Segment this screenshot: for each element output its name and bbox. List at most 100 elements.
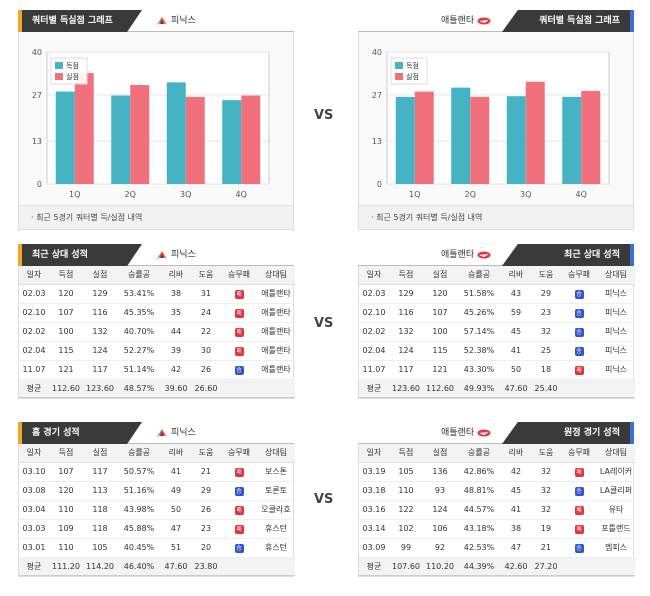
- left-chart-team: 피닉스: [156, 14, 196, 28]
- table-cell: 120: [49, 284, 83, 304]
- table-cell: 99: [389, 538, 423, 558]
- hawks-logo-icon: [477, 250, 491, 260]
- average-cell: [561, 557, 597, 576]
- right-recent-title: 최근 상대 성적: [502, 244, 634, 266]
- average-cell: 112.60: [49, 379, 83, 398]
- table-cell: 11.07: [359, 360, 389, 380]
- table-cell: 41: [161, 462, 191, 482]
- right-away-title: 원정 경기 성적: [502, 422, 634, 444]
- result-cell: 패: [221, 519, 257, 539]
- table-cell: 93: [423, 481, 457, 501]
- bar-득점-1Q: [395, 96, 415, 184]
- result-cell: 승: [221, 538, 257, 558]
- table-cell: 03.18: [359, 481, 389, 501]
- table-cell: 23: [191, 519, 221, 539]
- legend-swatch: [55, 73, 63, 80]
- table-row: 02.02 132 100 57.14% 45 32 승 피닉스: [359, 322, 635, 342]
- right-away-panel: 애틀랜타 원정 경기 성적 일자 득점 실점 승률공 리바 도움 승무패 상대팀 03.19 10…: [358, 422, 635, 577]
- table-cell: 120: [423, 284, 457, 304]
- table-cell: 02.10: [359, 303, 389, 323]
- table-cell: 02.03: [359, 284, 389, 304]
- average-cell: 112.60: [423, 379, 457, 398]
- column-header: 득점: [49, 266, 83, 285]
- table-cell: 32: [531, 462, 561, 482]
- average-cell: 107.60: [389, 557, 423, 576]
- column-header: 리바: [161, 444, 191, 463]
- table-cell: 116: [83, 303, 117, 323]
- phoenix-logo-icon: [156, 16, 168, 26]
- table-cell: 105: [83, 538, 117, 558]
- average-cell: [257, 557, 295, 576]
- bar-득점-3Q: [166, 82, 186, 184]
- table-cell: 47: [501, 538, 531, 558]
- column-header: 도움: [531, 266, 561, 285]
- result-badge: 패: [234, 346, 244, 356]
- table-cell: 44: [161, 322, 191, 342]
- result-cell: 승: [561, 303, 597, 323]
- table-header-row: 일자 득점 실점 승률공 리바 도움 승무패 상대팀: [19, 266, 295, 285]
- table-row: 03.18 110 93 48.81% 45 32 승 LA클리퍼: [359, 481, 635, 501]
- table-cell: 43.98%: [117, 500, 161, 520]
- x-tick-label: 3Q: [180, 190, 191, 199]
- column-header: 일자: [359, 266, 389, 285]
- average-cell: 평균: [19, 557, 49, 576]
- left-quarter-chart-panel: 쿼터별 득실점 그래프 피닉스 0 13 27 40 1Q 2Q 3Q 4Q 득점 실점 · 최근…: [18, 10, 294, 230]
- legend-swatch: [55, 62, 63, 69]
- table-cell: 애틀랜타: [257, 322, 295, 342]
- average-cell: 46.40%: [117, 557, 161, 576]
- result-badge: 승: [574, 289, 584, 299]
- bar-득점-1Q: [55, 91, 75, 184]
- result-badge: 패: [234, 308, 244, 318]
- column-header: 실점: [83, 444, 117, 463]
- table-cell: 42.53%: [457, 538, 501, 558]
- bar-실점-3Q: [525, 81, 545, 184]
- average-cell: [597, 379, 635, 398]
- average-cell: 47.60: [501, 379, 531, 398]
- table-cell: 21: [531, 538, 561, 558]
- average-cell: 123.60: [389, 379, 423, 398]
- bar-득점-2Q: [451, 87, 471, 184]
- column-header: 실점: [423, 266, 457, 285]
- column-header: 도움: [531, 444, 561, 463]
- table-cell: 45.35%: [117, 303, 161, 323]
- table-cell: 43.30%: [457, 360, 501, 380]
- table-row: 03.01 110 105 40.45% 51 20 승 휴스턴: [19, 538, 295, 558]
- table-cell: 03.19: [359, 462, 389, 482]
- result-badge: 승: [574, 346, 584, 356]
- average-cell: 111.20: [49, 557, 83, 576]
- x-tick-label: 4Q: [236, 190, 247, 199]
- average-cell: 39.60: [161, 379, 191, 398]
- table-cell: 51.58%: [457, 284, 501, 304]
- table-cell: 42: [501, 462, 531, 482]
- table-average-row: 평균 111.20 114.20 46.40% 47.60 23.80: [19, 557, 295, 576]
- table-cell: 51.16%: [117, 481, 161, 501]
- table-row: 03.19 105 136 42.86% 42 32 패 LA레이커: [359, 462, 635, 482]
- table-row: 03.03 109 118 45.88% 47 23 패 휴스턴: [19, 519, 295, 539]
- bar-실점-2Q: [130, 85, 150, 184]
- right-away-team: 애틀랜타: [441, 426, 492, 440]
- left-recent-header: 최근 상대 성적 피닉스: [18, 244, 294, 266]
- table-cell: 32: [531, 481, 561, 501]
- left-home-table: 일자 득점 실점 승률공 리바 도움 승무패 상대팀 03.10 107 117 50.57% 41 21…: [19, 444, 295, 576]
- table-row: 03.16 122 124 44.57% 41 32 패 유타: [359, 500, 635, 520]
- table-cell: 110: [49, 500, 83, 520]
- table-row: 02.10 107 116 45.35% 35 24 패 애틀랜타: [19, 303, 295, 323]
- table-cell: 52.38%: [457, 341, 501, 361]
- result-cell: 패: [221, 284, 257, 304]
- x-tick-label: 4Q: [576, 190, 587, 199]
- bar-실점-1Q: [74, 73, 94, 184]
- table-cell: 48.81%: [457, 481, 501, 501]
- column-header: 상대팀: [597, 266, 635, 285]
- column-header: 실점: [423, 444, 457, 463]
- left-recent-title: 최근 상대 성적: [18, 244, 142, 266]
- legend-label: 득점: [66, 62, 79, 70]
- table-row: 03.14 102 106 43.18% 38 19 패 포틀랜드: [359, 519, 635, 539]
- table-cell: LA클리퍼: [597, 481, 635, 501]
- table-cell: 124: [83, 341, 117, 361]
- right-chart-footer: · 최근 5경기 쿼터별 득/실점 내역: [359, 205, 633, 229]
- table-cell: 03.14: [359, 519, 389, 539]
- table-cell: 124: [389, 341, 423, 361]
- table-row: 03.10 107 117 50.57% 41 21 패 보스톤: [19, 462, 295, 482]
